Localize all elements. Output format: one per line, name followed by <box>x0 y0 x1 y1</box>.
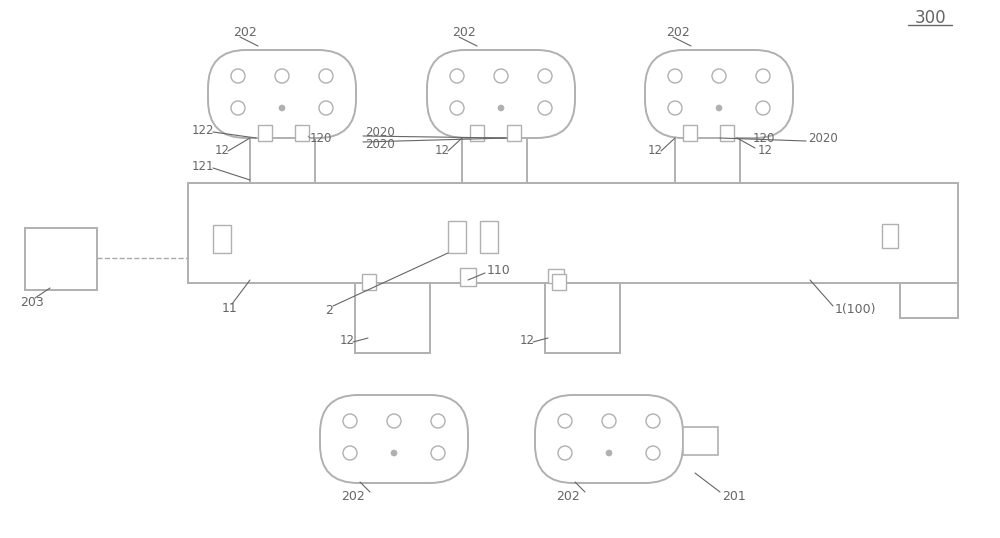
Text: 110: 110 <box>487 264 511 277</box>
Bar <box>683 427 718 455</box>
Bar <box>362 274 376 290</box>
Bar <box>900 283 958 318</box>
Bar <box>545 283 620 353</box>
Text: 201: 201 <box>722 490 746 502</box>
Text: 300: 300 <box>914 9 946 27</box>
Text: 202: 202 <box>452 26 476 39</box>
Text: 202: 202 <box>233 26 257 39</box>
Text: 202: 202 <box>341 490 365 502</box>
FancyBboxPatch shape <box>320 395 468 483</box>
Circle shape <box>279 105 285 111</box>
Circle shape <box>498 105 504 111</box>
Text: 202: 202 <box>556 490 580 502</box>
FancyBboxPatch shape <box>645 50 793 138</box>
Bar <box>470 125 484 141</box>
Bar <box>548 269 564 283</box>
Bar <box>460 268 476 286</box>
Text: 1(100): 1(100) <box>835 303 876 316</box>
Text: 120: 120 <box>310 131 332 145</box>
Text: 2: 2 <box>325 303 333 316</box>
Bar <box>188 183 958 283</box>
Bar <box>507 125 521 141</box>
Text: 12: 12 <box>340 334 355 346</box>
Text: 2020: 2020 <box>365 138 395 152</box>
Text: 12: 12 <box>435 144 450 157</box>
Text: 122: 122 <box>192 124 214 137</box>
Text: 11: 11 <box>222 301 238 315</box>
Bar <box>448 221 466 253</box>
Text: 120: 120 <box>753 131 775 145</box>
Bar <box>552 274 566 290</box>
Text: 202: 202 <box>666 26 690 39</box>
Bar <box>683 125 697 141</box>
Bar <box>720 125 734 141</box>
FancyBboxPatch shape <box>208 50 356 138</box>
Bar <box>462 133 527 183</box>
Bar <box>355 283 430 353</box>
Bar <box>213 225 231 253</box>
Bar <box>675 133 740 183</box>
Text: 2020: 2020 <box>365 126 395 139</box>
FancyBboxPatch shape <box>427 50 575 138</box>
Text: 12: 12 <box>215 144 230 157</box>
Circle shape <box>716 105 722 111</box>
Text: 121: 121 <box>192 159 214 173</box>
Circle shape <box>391 450 397 456</box>
Bar <box>250 133 315 183</box>
Bar <box>480 221 498 253</box>
Circle shape <box>606 450 612 456</box>
Bar <box>25 228 97 290</box>
Text: 12: 12 <box>758 144 773 157</box>
Text: 12: 12 <box>520 334 535 346</box>
Text: 203: 203 <box>20 296 44 309</box>
Text: 12: 12 <box>648 144 663 157</box>
Bar <box>882 224 898 248</box>
Text: 2020: 2020 <box>808 131 838 145</box>
Bar <box>258 125 272 141</box>
Bar <box>295 125 309 141</box>
FancyBboxPatch shape <box>535 395 683 483</box>
